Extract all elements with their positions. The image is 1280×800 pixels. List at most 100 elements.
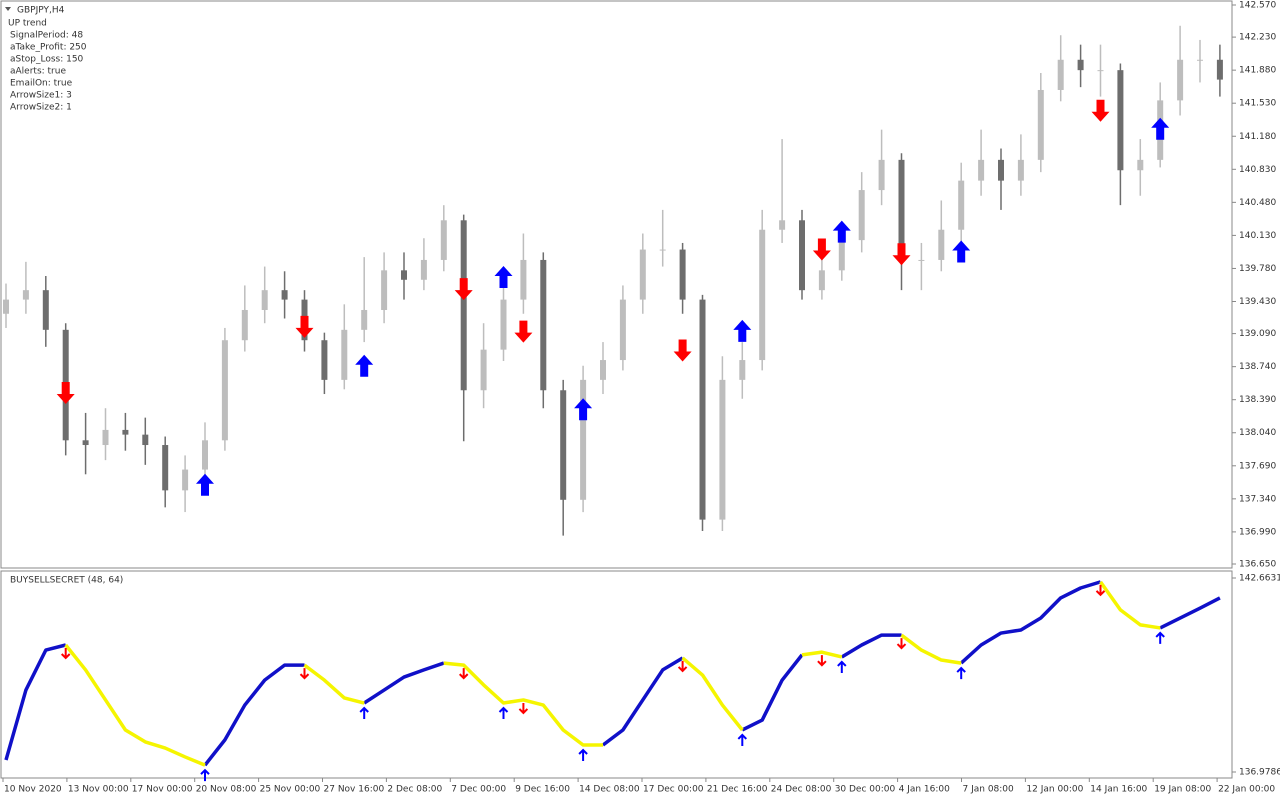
candle-body (361, 309, 368, 330)
buy-marker (498, 706, 509, 720)
y-tick-label: 142.230 (1239, 33, 1276, 43)
sell-arrow (56, 382, 75, 405)
candle-body (699, 299, 706, 520)
candle-body (799, 220, 805, 291)
y-tick-label: 140.830 (1239, 165, 1276, 175)
param-label: EmailOn: true (10, 79, 73, 89)
candle-body (779, 220, 786, 230)
candle-body (998, 159, 1004, 181)
y-tick-label: 138.740 (1239, 362, 1276, 372)
y-tick-label: 138.390 (1239, 395, 1276, 405)
param-label: SignalPeriod: 48 (10, 31, 83, 41)
candle-body (102, 429, 109, 446)
x-tick-label: 10 Nov 2020 (4, 785, 62, 795)
indicator-line (64, 580, 1161, 767)
y-tick-label: 141.530 (1239, 99, 1276, 109)
candle-body (401, 270, 407, 280)
candle-body (1097, 70, 1104, 72)
param-label: ArrowSize2: 1 (10, 103, 72, 113)
buy-marker (359, 706, 369, 720)
y-tick-label: 136.990 (1239, 527, 1276, 537)
candle-body (22, 290, 29, 300)
candle-body (619, 299, 626, 361)
candle-body (1216, 59, 1223, 80)
candle-body (182, 469, 189, 491)
collapse-icon[interactable] (5, 7, 11, 11)
y-tick-label: 136.9786 (1239, 768, 1280, 778)
candle-body (281, 290, 288, 300)
candle-body (420, 259, 427, 280)
x-tick-label: 22 Jan 00:00 (1218, 785, 1275, 795)
candle-body (818, 270, 825, 291)
sell-marker (896, 638, 907, 650)
candle-body (918, 259, 925, 261)
sell-arrow (812, 238, 831, 261)
candle-body (858, 190, 865, 241)
x-tick-label: 19 Jan 08:00 (1154, 785, 1211, 795)
y-tick-label: 136.650 (1239, 560, 1276, 570)
candle-body (500, 299, 507, 350)
candle-body (560, 390, 567, 500)
x-tick-label: 4 Jan 16:00 (899, 785, 951, 795)
x-tick-label: 7 Jan 08:00 (963, 785, 1015, 795)
x-tick-label: 17 Dec 00:00 (643, 785, 704, 795)
x-tick-label: 20 Nov 08:00 (196, 785, 257, 795)
buy-arrow (1151, 117, 1170, 140)
candle-body (938, 229, 945, 260)
x-tick-label: 25 Nov 00:00 (260, 785, 321, 795)
sell-marker (817, 655, 827, 667)
x-tick-label: 17 Nov 00:00 (132, 785, 193, 795)
candle-body (1137, 159, 1144, 171)
sell-marker (60, 647, 71, 660)
y-tick-label: 140.480 (1239, 198, 1276, 208)
candle-body (3, 299, 9, 314)
candle-body (540, 259, 547, 391)
x-tick-label: 13 Nov 00:00 (68, 785, 129, 795)
candle-body (520, 259, 527, 300)
main-panel (0, 0, 1233, 569)
sell-arrow (514, 320, 533, 343)
candle-body (480, 349, 487, 391)
candle-body (1197, 59, 1203, 61)
candle-body (122, 429, 129, 435)
buy-arrow (832, 220, 851, 243)
candle-body (42, 290, 49, 330)
x-tick-label: 12 Jan 00:00 (1026, 785, 1083, 795)
y-tick-label: 137.340 (1239, 494, 1276, 504)
y-tick-label: 141.180 (1239, 132, 1276, 142)
y-tick-label: 142.6631 (1239, 574, 1280, 584)
x-tick-label: 30 Dec 00:00 (835, 785, 896, 795)
x-tick-label: 2 Dec 08:00 (387, 785, 442, 795)
param-label: aAlerts: true (10, 67, 66, 77)
candle-body (600, 360, 606, 380)
buy-arrow (733, 319, 752, 342)
buy-marker (737, 733, 748, 746)
x-tick-label: 21 Dec 16:00 (707, 785, 768, 795)
candle-body (261, 290, 268, 310)
candle-body (321, 340, 328, 380)
buy-marker (956, 666, 966, 680)
sell-marker (518, 702, 529, 715)
param-label: ArrowSize1: 3 (10, 91, 72, 101)
candle-body (1057, 59, 1064, 90)
buy-arrow (494, 266, 513, 289)
y-tick-label: 139.090 (1239, 329, 1276, 339)
buy-marker (1155, 631, 1165, 644)
x-tick-label: 9 Dec 16:00 (515, 785, 570, 795)
sell-marker (458, 668, 469, 680)
candle-body (679, 249, 686, 300)
y-tick-label: 140.130 (1239, 231, 1276, 241)
candle-body (202, 440, 208, 470)
y-tick-label: 142.570 (1239, 1, 1276, 11)
candle-body (1077, 59, 1084, 71)
candle-body (958, 180, 965, 230)
sell-arrow (454, 278, 473, 301)
symbol-label: GBPJPY,H4 (17, 6, 65, 16)
candle-body (460, 220, 467, 391)
candle-body (719, 379, 726, 520)
candle-body (82, 440, 89, 446)
candle-body (580, 379, 587, 500)
indicator-panel (0, 570, 1233, 779)
candle-body (639, 249, 646, 300)
